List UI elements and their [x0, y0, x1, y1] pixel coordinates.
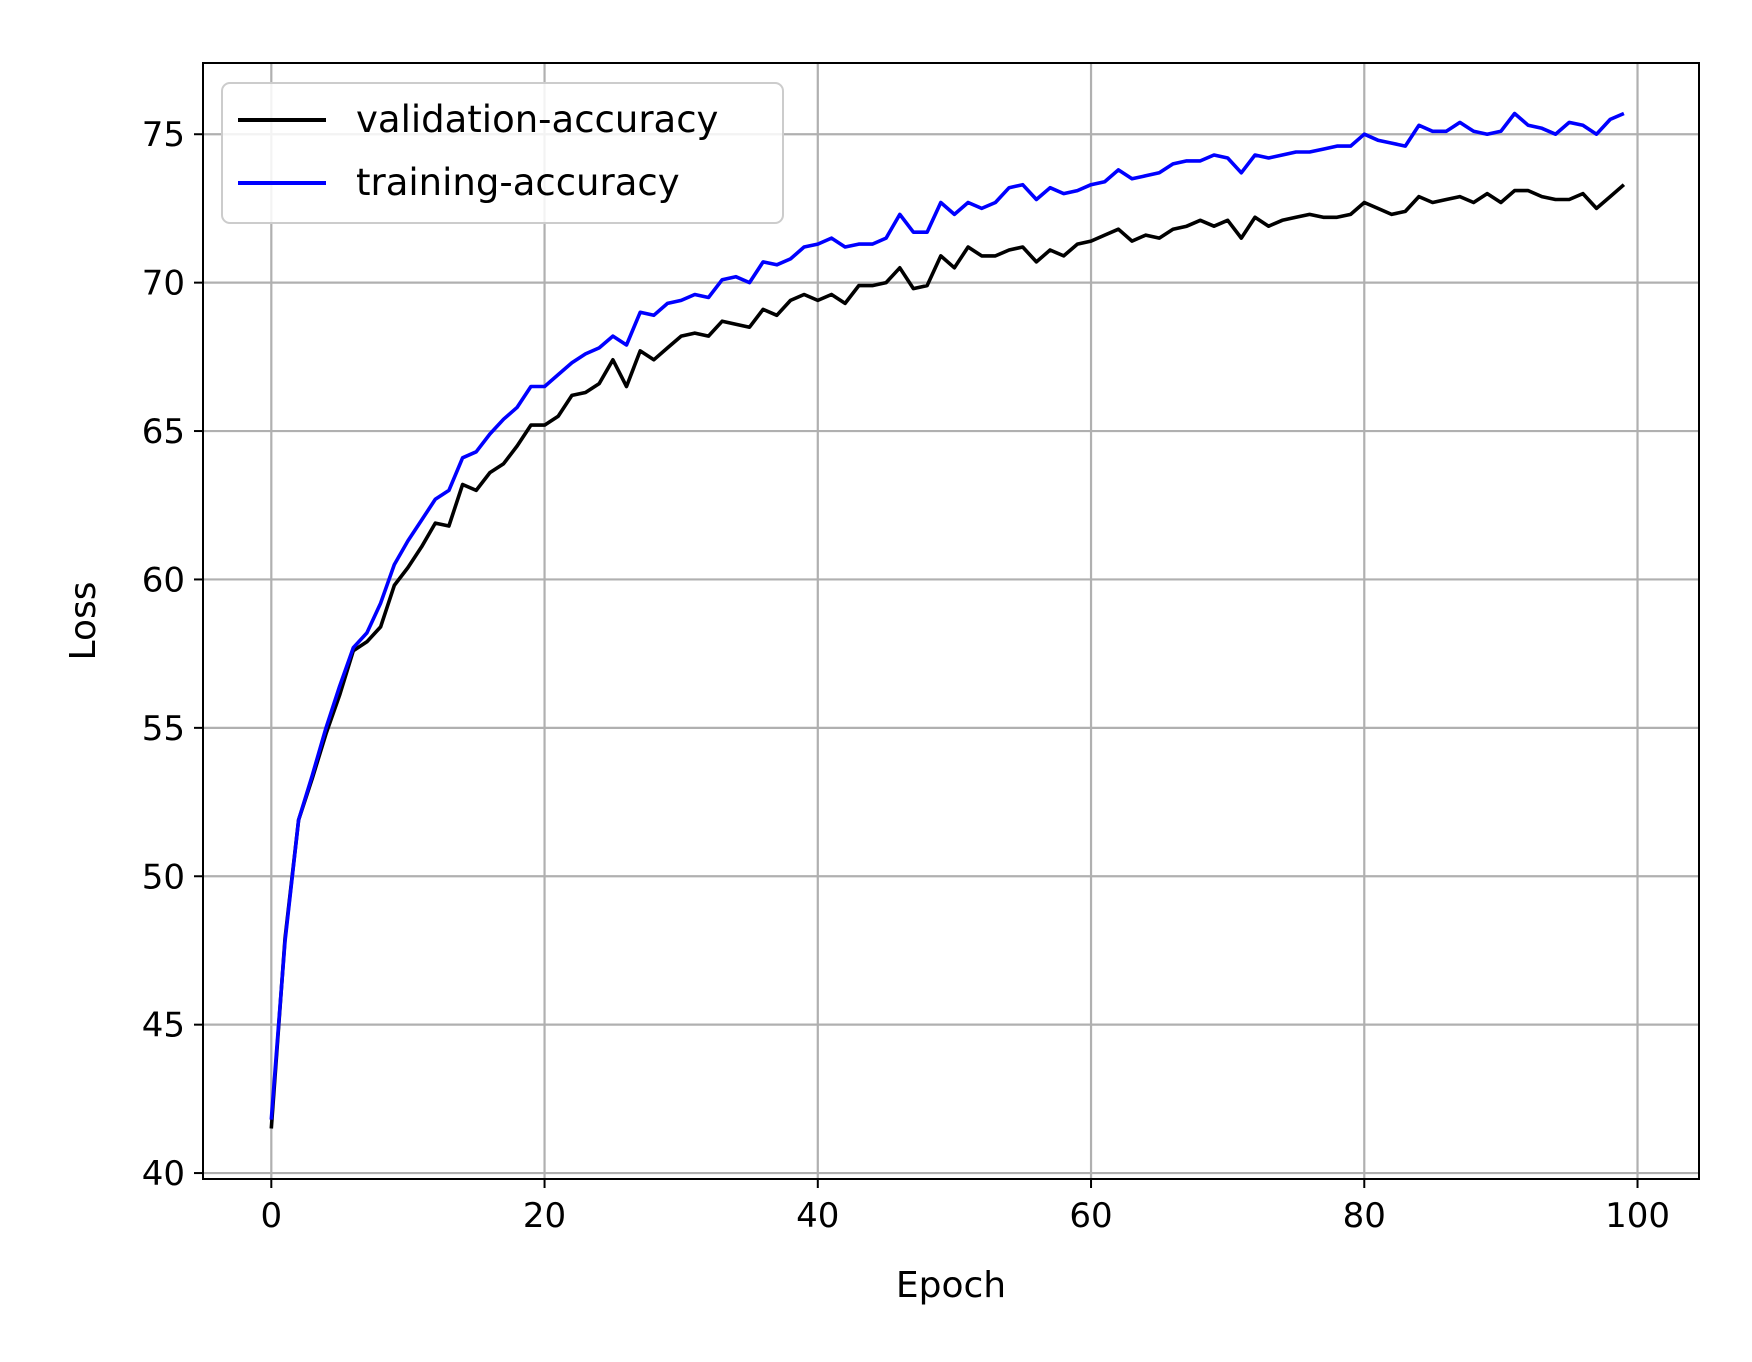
y-tick-label: 75: [142, 115, 185, 155]
y-tick-label: 40: [142, 1154, 185, 1194]
legend: validation-accuracy training-accuracy: [221, 82, 784, 224]
series-line-validation-accuracy: [269, 183, 1626, 1129]
y-tick-label: 45: [142, 1006, 185, 1046]
grid-lines: [203, 63, 1699, 1179]
y-tick-label: 50: [142, 857, 185, 897]
axes: [202, 62, 1700, 1180]
legend-label-training-accuracy: training-accuracy: [356, 161, 680, 204]
y-axis-label: Loss: [63, 582, 104, 661]
legend-label-validation-accuracy: validation-accuracy: [356, 98, 718, 141]
x-tick-label: 20: [523, 1196, 566, 1236]
plot-frame: [202, 62, 1700, 1180]
x-tick-label: 100: [1605, 1196, 1670, 1236]
x-tick-label: 40: [796, 1196, 839, 1236]
tick-labels: 0 20 40 60 80 100 40 45 50 55 60 65 70 75: [142, 115, 1670, 1236]
y-tick-label: 70: [142, 264, 185, 304]
y-tick-label: 55: [142, 709, 185, 749]
legend-box: [221, 82, 784, 224]
x-tick-label: 0: [260, 1196, 282, 1236]
series-line-training-accuracy: [269, 111, 1625, 1120]
x-tick-label: 60: [1069, 1196, 1112, 1236]
x-axis-label: Epoch: [896, 1265, 1006, 1306]
series-lines: [269, 111, 1626, 1129]
y-tick-label: 65: [142, 412, 185, 452]
y-tick-label: 60: [142, 560, 185, 600]
x-tick-label: 80: [1343, 1196, 1386, 1236]
